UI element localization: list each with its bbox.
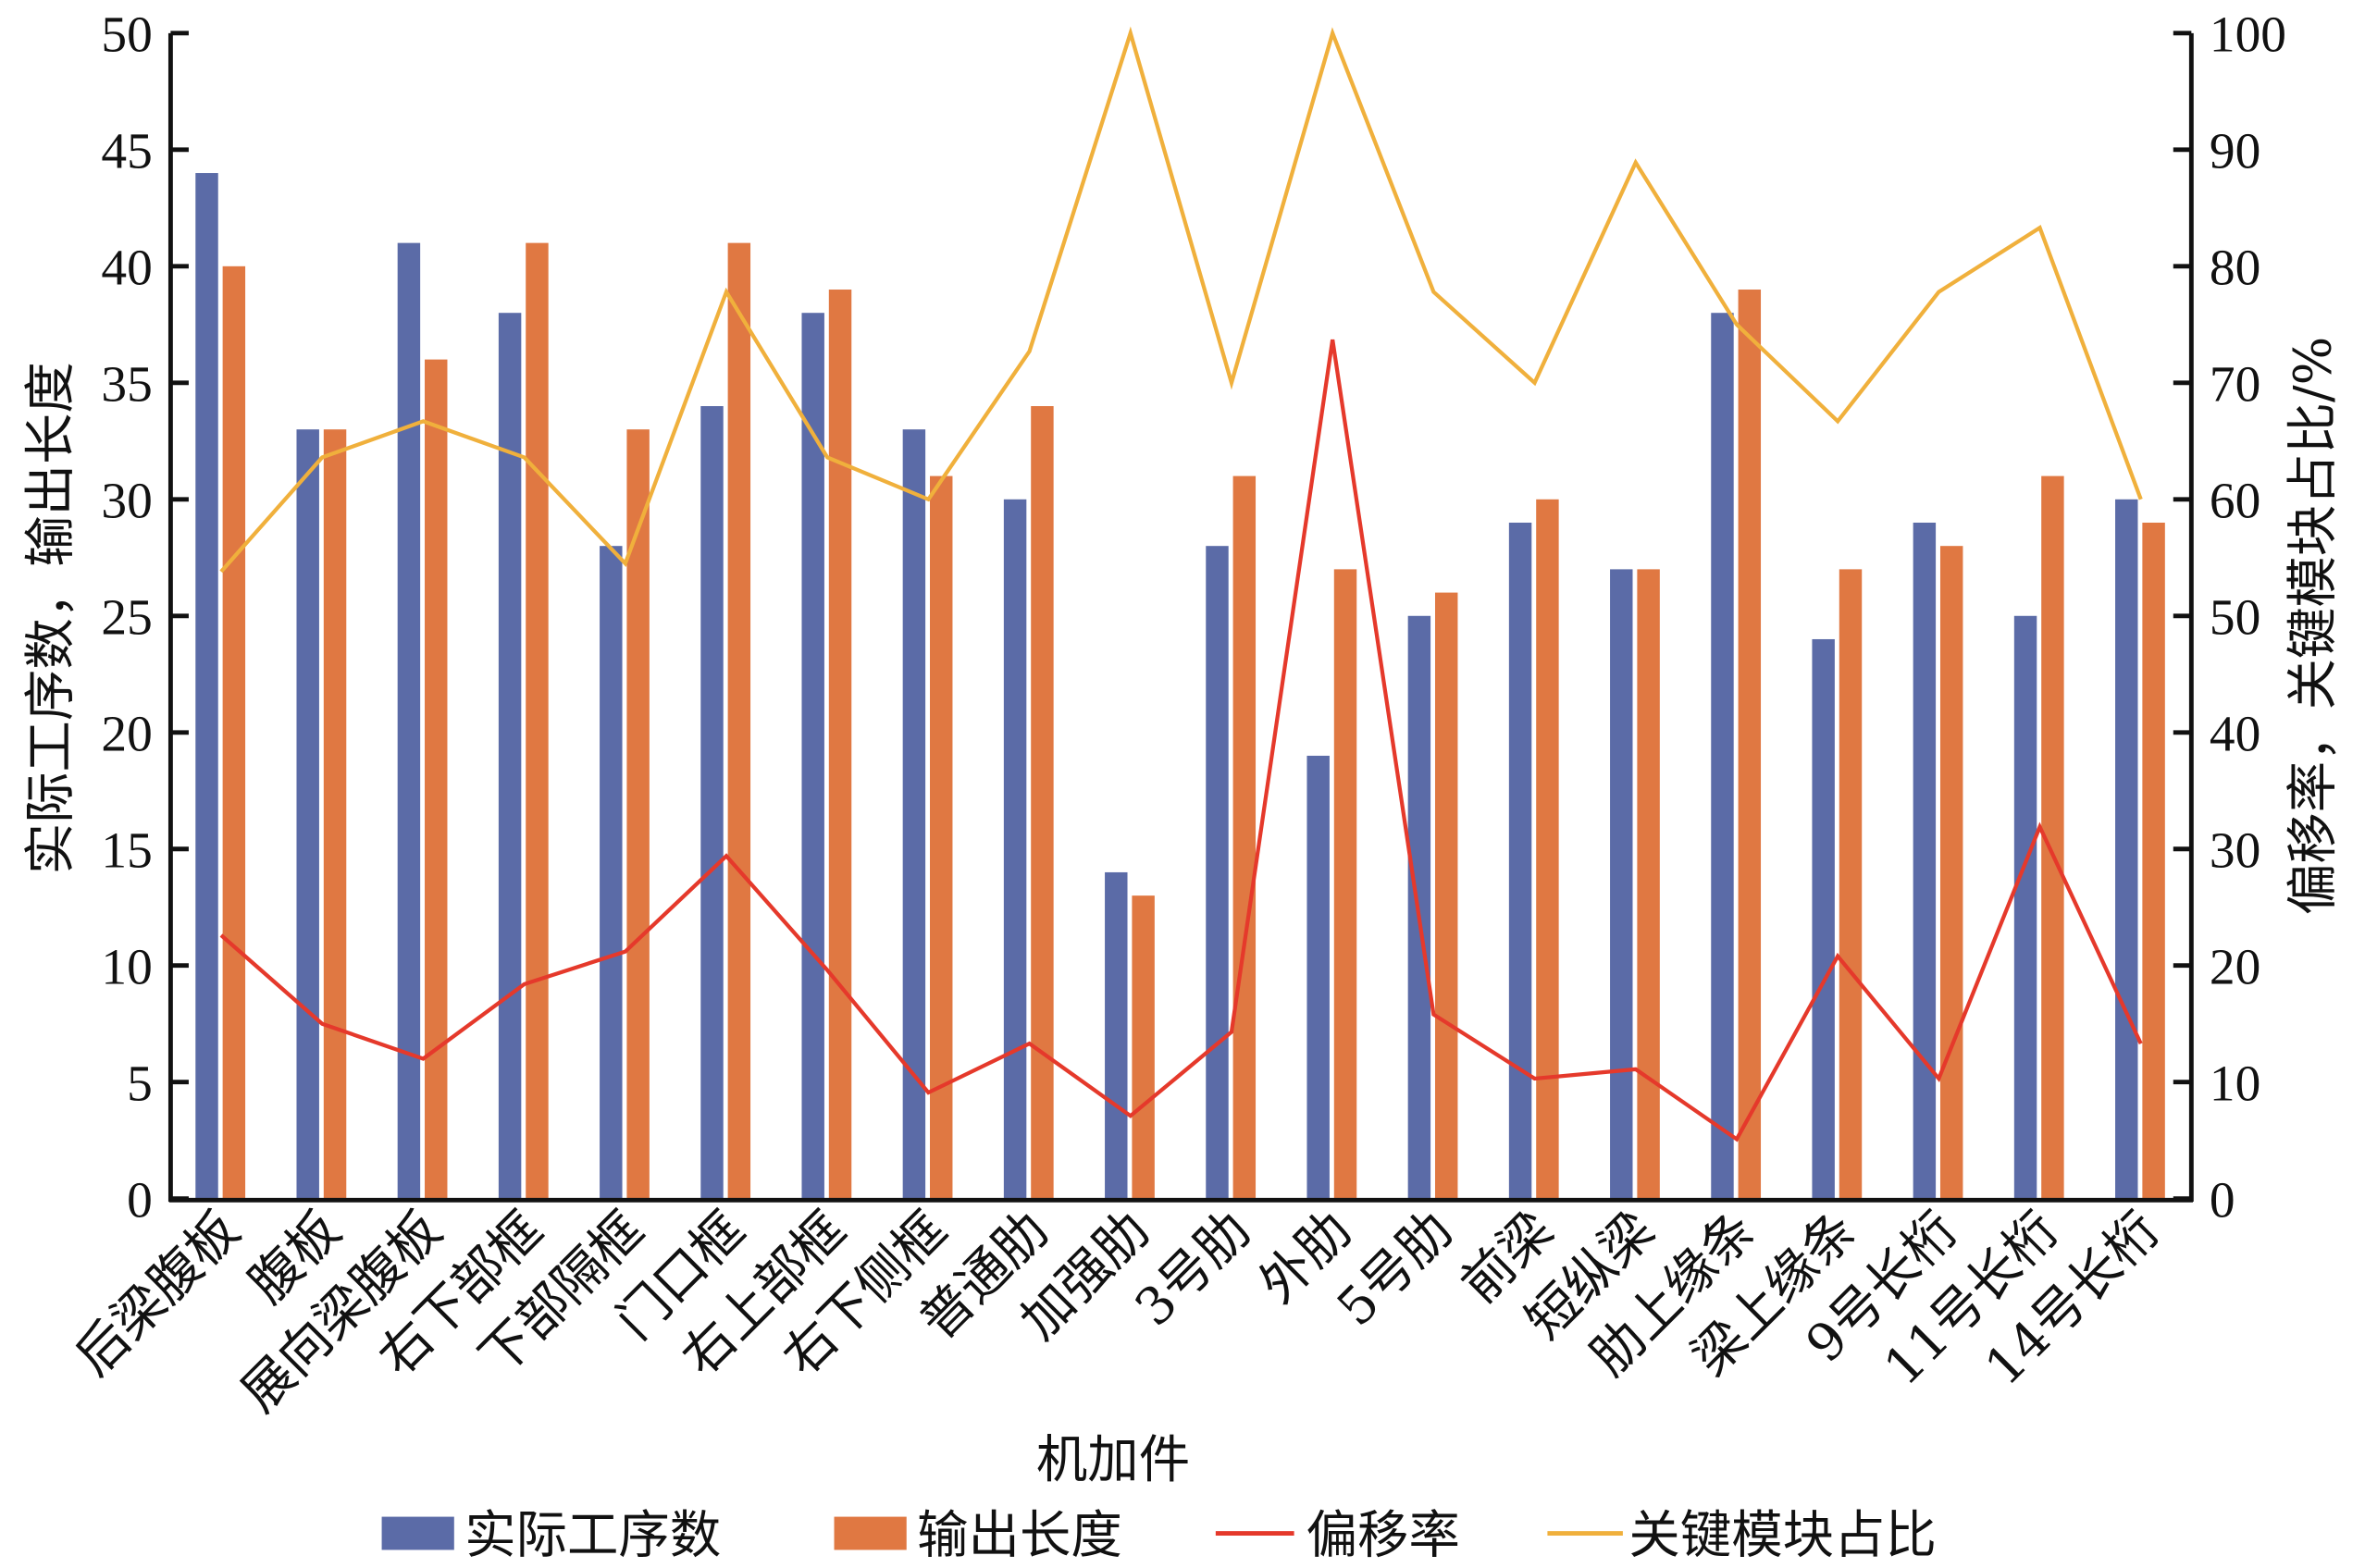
bar-output-length-6 xyxy=(727,242,751,1199)
category-label: 5号肋 xyxy=(1327,1201,1465,1339)
left-tick-label: 50 xyxy=(101,6,152,62)
right-axis-title: 偏移率，关键模块占比/% xyxy=(2284,337,2343,915)
bar-output-length-18 xyxy=(1939,546,1963,1199)
bar-actual-steps-10 xyxy=(1105,871,1128,1199)
category-label: 3号肋 xyxy=(1124,1201,1262,1339)
right-tick-label: 40 xyxy=(2210,705,2260,761)
bar-actual-steps-6 xyxy=(700,406,724,1199)
legend-label-actual-steps: 实际工序数 xyxy=(464,1507,721,1566)
left-tick-label: 15 xyxy=(101,821,152,878)
legend-label-key-module-ratio: 关键模块占比 xyxy=(1628,1507,1936,1566)
bar-actual-steps-1 xyxy=(195,173,218,1199)
legend-label-output-length: 输出长度 xyxy=(917,1507,1122,1566)
bar-actual-steps-15 xyxy=(1610,569,1633,1199)
bar-actual-steps-4 xyxy=(498,313,522,1199)
lines-layer xyxy=(219,26,2143,1142)
bar-actual-steps-7 xyxy=(801,313,824,1199)
bar-actual-steps-9 xyxy=(1003,499,1027,1199)
left-tick-label: 25 xyxy=(101,588,152,645)
bar-output-length-16 xyxy=(1738,290,1762,1199)
legend: 实际工序数 输出长度 偏移率 关键模块占比 xyxy=(381,1507,1937,1566)
bar-output-length-11 xyxy=(1232,475,1257,1199)
bar-output-length-20 xyxy=(2142,522,2165,1199)
right-tick-label: 80 xyxy=(2210,239,2260,295)
bar-output-length-5 xyxy=(626,429,650,1199)
right-tick-label: 70 xyxy=(2210,355,2260,412)
legend-swatch-output-length xyxy=(834,1516,907,1550)
left-tick-label: 5 xyxy=(127,1055,153,1111)
bar-actual-steps-5 xyxy=(600,546,623,1199)
x-axis-title: 机加件 xyxy=(1036,1431,1190,1490)
bar-output-length-8 xyxy=(930,475,953,1199)
bar-output-length-15 xyxy=(1637,569,1660,1199)
left-tick-label: 0 xyxy=(127,1171,153,1228)
left-tick-label: 10 xyxy=(101,938,152,994)
right-tick-label: 20 xyxy=(2210,938,2260,994)
bar-output-length-7 xyxy=(828,290,852,1199)
right-tick-label: 30 xyxy=(2210,821,2260,878)
bar-actual-steps-19 xyxy=(2013,615,2037,1199)
right-tick-label: 90 xyxy=(2210,122,2260,179)
ticks-layer: 0 5 10 15 20 25 30 35 40 45 50 0 10 20 30 40 50 60 70 80 90 1… xyxy=(101,6,2286,1228)
category-label: 后梁腹板 xyxy=(65,1201,252,1388)
bar-actual-steps-8 xyxy=(902,429,926,1199)
legend-label-offset-rate: 偏移率 xyxy=(1306,1507,1460,1566)
legend-swatch-actual-steps xyxy=(381,1516,454,1550)
bar-output-length-4 xyxy=(526,242,549,1199)
right-tick-label: 50 xyxy=(2210,588,2260,645)
right-tick-label: 100 xyxy=(2210,6,2286,62)
bars-layer xyxy=(195,173,2165,1199)
right-tick-label: 0 xyxy=(2210,1171,2235,1228)
bar-output-length-9 xyxy=(1031,406,1054,1199)
bar-actual-steps-12 xyxy=(1306,755,1330,1199)
right-tick-label: 10 xyxy=(2210,1055,2260,1111)
left-tick-label: 35 xyxy=(101,355,152,412)
bar-actual-steps-2 xyxy=(296,429,319,1199)
bar-actual-steps-20 xyxy=(2115,499,2138,1199)
left-tick-label: 30 xyxy=(101,472,152,528)
bar-actual-steps-11 xyxy=(1206,546,1229,1199)
line-key-module-ratio xyxy=(219,26,2143,574)
bar-actual-steps-17 xyxy=(1812,638,1835,1199)
left-tick-label: 20 xyxy=(101,705,152,761)
bar-output-length-17 xyxy=(1839,569,1863,1199)
bar-output-length-1 xyxy=(222,265,246,1199)
bar-output-length-14 xyxy=(1536,499,1559,1199)
bar-actual-steps-18 xyxy=(1913,522,1937,1199)
bar-output-length-3 xyxy=(425,359,448,1199)
line-offset-rate xyxy=(219,339,2143,1142)
bar-output-length-2 xyxy=(323,429,347,1199)
left-axis-title: 实际工序数，输出长度 xyxy=(22,362,81,874)
bar-output-length-10 xyxy=(1132,895,1155,1199)
bar-actual-steps-3 xyxy=(397,242,421,1199)
bar-output-length-12 xyxy=(1333,569,1357,1199)
bar-actual-steps-14 xyxy=(1508,522,1532,1199)
left-tick-label: 45 xyxy=(101,122,152,179)
bar-actual-steps-16 xyxy=(1711,313,1734,1199)
right-tick-label: 60 xyxy=(2210,472,2260,528)
bar-output-length-13 xyxy=(1434,592,1458,1199)
left-tick-label: 40 xyxy=(101,239,152,295)
category-labels: 后梁腹板腹板展向梁腹板右下部框下部隔框门口框右上部框右下侧框普通肋加强肋3号肋外… xyxy=(65,1201,2172,1424)
